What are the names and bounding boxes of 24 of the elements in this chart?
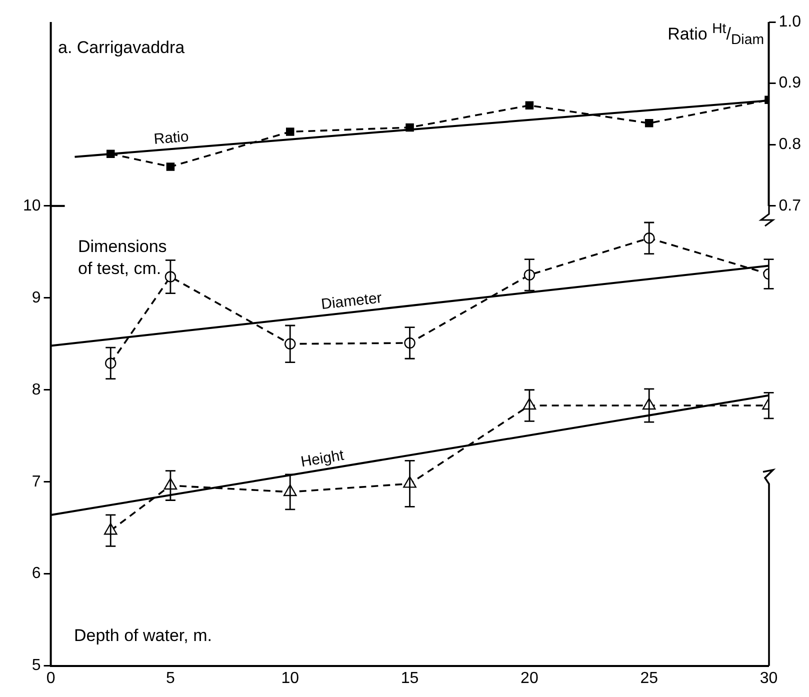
- x-tick-label: 5: [166, 670, 176, 687]
- x-tick-label: 20: [520, 670, 538, 687]
- y2-tick-label: 0.9: [778, 74, 802, 92]
- y-tick-label: 7: [32, 473, 41, 490]
- y-tick-label: 8: [32, 381, 41, 398]
- x-tick-label: 30: [760, 670, 778, 687]
- y-tick-label: 5: [32, 657, 41, 674]
- text: a. Carrigavaddra: [58, 38, 185, 58]
- y2-tick-label: 0.7: [778, 197, 802, 214]
- x-tick-label: 0: [46, 670, 56, 687]
- x-tick-label: 10: [281, 670, 300, 687]
- text: Diameter: [320, 290, 383, 314]
- y2-axis-title: Ratio $^{Ht}$/$_{Diam}$: [668, 20, 764, 50]
- x-tick-label: 15: [400, 670, 419, 687]
- series-label: Ratio: [153, 128, 190, 148]
- x-tick-label: 25: [640, 670, 658, 687]
- y2-tick-label: 0.8: [778, 136, 802, 154]
- x-axis-title: Depth of water, m.: [74, 626, 212, 646]
- text: Height: [300, 446, 346, 471]
- y-tick-label: 10: [23, 197, 41, 214]
- y-tick-label: 9: [32, 289, 41, 306]
- y-axis-title: Dimensions of test, cm.: [78, 236, 168, 280]
- y-tick-label: 6: [32, 565, 41, 582]
- y2-tick-label: 1.0: [778, 13, 802, 30]
